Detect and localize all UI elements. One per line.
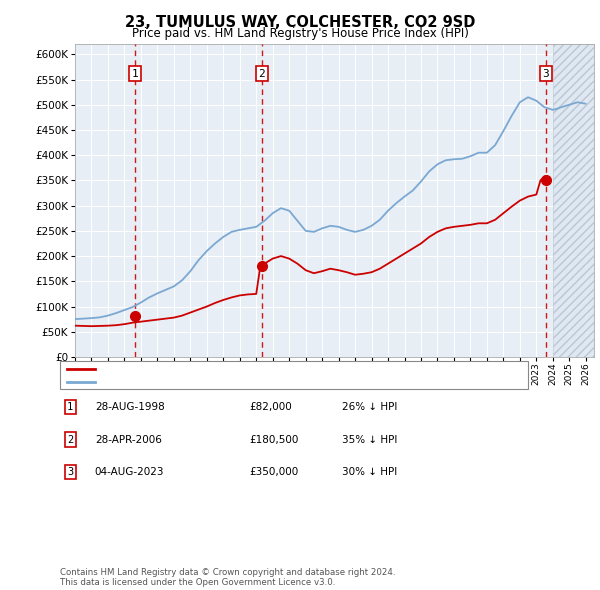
Text: Price paid vs. HM Land Registry's House Price Index (HPI): Price paid vs. HM Land Registry's House …	[131, 27, 469, 40]
Text: 23, TUMULUS WAY, COLCHESTER, CO2 9SD (detached house): 23, TUMULUS WAY, COLCHESTER, CO2 9SD (de…	[99, 363, 418, 373]
Text: £350,000: £350,000	[249, 467, 298, 477]
Text: £180,500: £180,500	[249, 435, 298, 444]
Text: 2: 2	[259, 68, 265, 78]
Text: 28-AUG-1998: 28-AUG-1998	[95, 402, 164, 412]
Text: HPI: Average price, detached house, Colchester: HPI: Average price, detached house, Colc…	[99, 377, 348, 387]
Text: This data is licensed under the Open Government Licence v3.0.: This data is licensed under the Open Gov…	[60, 578, 335, 587]
Text: 3: 3	[67, 467, 73, 477]
Text: 30% ↓ HPI: 30% ↓ HPI	[342, 467, 397, 477]
Text: Contains HM Land Registry data © Crown copyright and database right 2024.: Contains HM Land Registry data © Crown c…	[60, 568, 395, 577]
Text: 26% ↓ HPI: 26% ↓ HPI	[342, 402, 397, 412]
Text: 1: 1	[67, 402, 73, 412]
Text: 2: 2	[67, 435, 73, 444]
Text: 35% ↓ HPI: 35% ↓ HPI	[342, 435, 397, 444]
Text: 04-AUG-2023: 04-AUG-2023	[95, 467, 164, 477]
Text: 23, TUMULUS WAY, COLCHESTER, CO2 9SD: 23, TUMULUS WAY, COLCHESTER, CO2 9SD	[125, 15, 475, 30]
Text: £82,000: £82,000	[249, 402, 292, 412]
Text: 3: 3	[542, 68, 550, 78]
Text: 28-APR-2006: 28-APR-2006	[95, 435, 161, 444]
Bar	[553, 44, 594, 357]
Text: 1: 1	[132, 68, 139, 78]
